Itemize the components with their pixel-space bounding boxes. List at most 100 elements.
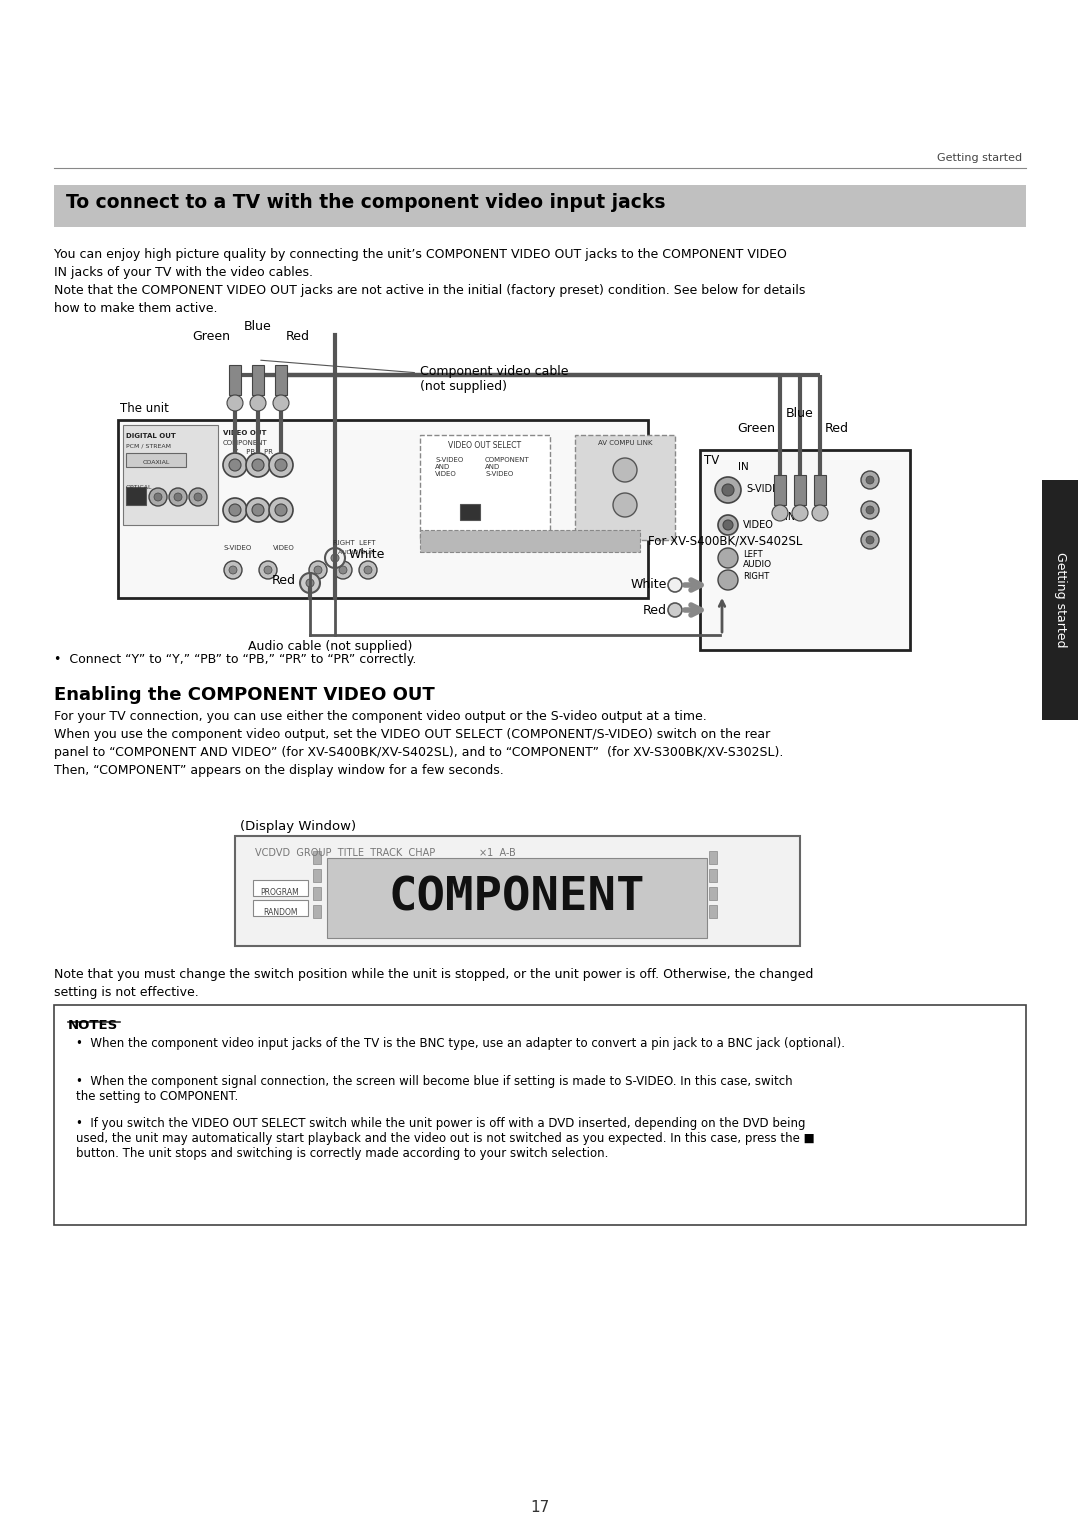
Circle shape [168, 487, 187, 506]
Text: VIDEO OUT SELECT: VIDEO OUT SELECT [448, 442, 522, 451]
Circle shape [224, 561, 242, 579]
Circle shape [715, 477, 741, 503]
Bar [708, 905, 717, 918]
Circle shape [269, 452, 293, 477]
Text: Red: Red [643, 604, 667, 616]
Text: COMPONENT: COMPONENT [222, 440, 268, 446]
Bar [229, 365, 241, 396]
Text: White: White [349, 549, 386, 561]
Text: Audio cable (not supplied): Audio cable (not supplied) [247, 640, 413, 652]
Text: RIGHT  LEFT: RIGHT LEFT [333, 539, 376, 545]
Text: VIDEO: VIDEO [273, 545, 295, 552]
Text: VIDEO: VIDEO [743, 520, 774, 530]
Text: RIGHT: RIGHT [743, 571, 769, 581]
Circle shape [309, 561, 327, 579]
Bar [275, 365, 287, 396]
Circle shape [718, 515, 738, 535]
Bar [54, 185, 1026, 228]
Bar [794, 475, 806, 504]
Circle shape [792, 504, 808, 521]
Circle shape [359, 561, 377, 579]
Circle shape [866, 477, 874, 484]
Text: PROGRAM: PROGRAM [260, 888, 299, 897]
Text: S-VIDEO: S-VIDEO [746, 484, 786, 494]
Circle shape [269, 498, 293, 523]
Circle shape [149, 487, 167, 506]
Bar [420, 435, 550, 539]
Text: IN: IN [785, 512, 795, 523]
Text: The unit: The unit [120, 402, 168, 416]
Circle shape [812, 504, 828, 521]
Text: AUDIO OUT: AUDIO OUT [338, 550, 374, 555]
Text: VCDVD  GROUP  TITLE  TRACK  CHAP              ×1  A-B: VCDVD GROUP TITLE TRACK CHAP ×1 A-B [255, 848, 516, 859]
Circle shape [273, 396, 289, 411]
Circle shape [264, 565, 272, 575]
Circle shape [174, 494, 183, 501]
Text: Getting started: Getting started [1053, 552, 1067, 648]
Circle shape [718, 570, 738, 590]
Text: AUDIO: AUDIO [743, 559, 772, 568]
Circle shape [325, 549, 345, 568]
Circle shape [330, 555, 339, 562]
Text: S-VIDEO: S-VIDEO [222, 545, 252, 552]
Bar [235, 836, 800, 946]
Bar [126, 452, 186, 468]
Circle shape [314, 565, 322, 575]
Text: (Display Window): (Display Window) [240, 821, 356, 833]
Text: RANDOM: RANDOM [262, 908, 297, 917]
Text: DIGITAL OUT: DIGITAL OUT [126, 432, 176, 439]
Bar [1042, 480, 1078, 720]
Text: To connect to a TV with the component video input jacks: To connect to a TV with the component vi… [66, 193, 665, 212]
Text: COMPONENT
AND
S-VIDEO: COMPONENT AND S-VIDEO [485, 457, 530, 477]
Text: Green: Green [192, 330, 230, 342]
Circle shape [861, 532, 879, 549]
Text: LEFT: LEFT [743, 550, 762, 559]
Circle shape [861, 501, 879, 520]
Bar [253, 900, 308, 915]
Circle shape [246, 452, 270, 477]
Text: OPTICAL: OPTICAL [126, 484, 152, 490]
Text: COMPONENT: COMPONENT [389, 876, 645, 920]
Bar [252, 365, 264, 396]
Circle shape [194, 494, 202, 501]
Circle shape [723, 484, 734, 497]
Circle shape [300, 573, 320, 593]
Text: PCM / STREAM: PCM / STREAM [126, 443, 171, 448]
Circle shape [252, 504, 264, 516]
Circle shape [229, 565, 237, 575]
Text: Getting started: Getting started [936, 153, 1022, 163]
Text: •  Connect “Y” to “Y,” “PB” to “PB,” “PR” to “PR” correctly.: • Connect “Y” to “Y,” “PB” to “PB,” “PR”… [54, 652, 417, 666]
Text: Note that you must change the switch position while the unit is stopped, or the : Note that you must change the switch pos… [54, 969, 813, 999]
Bar [774, 475, 786, 504]
Text: COAXIAL: COAXIAL [143, 460, 170, 465]
Text: Y    PB    PR: Y PB PR [233, 449, 273, 455]
Circle shape [723, 520, 733, 530]
Circle shape [718, 549, 738, 568]
Text: TV: TV [704, 454, 719, 468]
Text: Red: Red [272, 573, 296, 587]
Bar [313, 869, 321, 882]
Circle shape [866, 536, 874, 544]
Text: •  When the component signal connection, the screen will become blue if setting : • When the component signal connection, … [76, 1076, 793, 1103]
Circle shape [861, 471, 879, 489]
Text: AV COMPU LINK: AV COMPU LINK [597, 440, 652, 446]
Text: VIDEO OUT: VIDEO OUT [222, 429, 267, 435]
Circle shape [154, 494, 162, 501]
Text: Red: Red [825, 422, 849, 435]
Bar [313, 905, 321, 918]
Text: •  If you switch the VIDEO OUT SELECT switch while the unit power is off with a : • If you switch the VIDEO OUT SELECT swi… [76, 1117, 814, 1160]
Bar [253, 880, 308, 895]
Circle shape [669, 604, 681, 617]
Circle shape [222, 498, 247, 523]
Circle shape [246, 498, 270, 523]
Text: Green: Green [737, 422, 775, 435]
Bar [460, 504, 480, 520]
Bar [575, 435, 675, 539]
Bar [700, 451, 910, 649]
Circle shape [275, 458, 287, 471]
Circle shape [259, 561, 276, 579]
Text: Enabling the COMPONENT VIDEO OUT: Enabling the COMPONENT VIDEO OUT [54, 686, 435, 704]
Circle shape [229, 504, 241, 516]
Text: You can enjoy high picture quality by connecting the unit’s COMPONENT VIDEO OUT : You can enjoy high picture quality by co… [54, 248, 806, 315]
Text: IN: IN [738, 461, 748, 472]
